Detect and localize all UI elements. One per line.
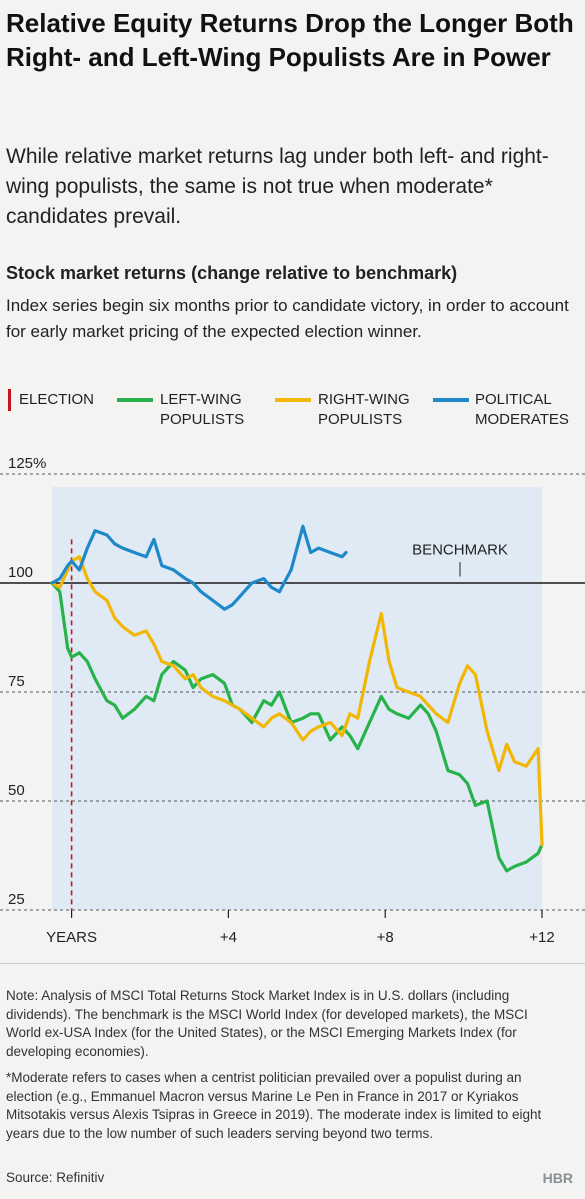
benchmark-label: BENCHMARK — [412, 542, 508, 559]
hbr-logo: HBR — [542, 1170, 573, 1186]
note-text: Note: Analysis of MSCI Total Returns Sto… — [6, 988, 528, 1059]
moderates-series-line — [50, 524, 348, 611]
legend-left-label-2: POPULISTS — [160, 411, 245, 428]
x-tick-label: +12 — [529, 929, 554, 946]
legend-right-label-2: POPULISTS — [318, 411, 403, 428]
source-text: Source: Refinitiv — [6, 1170, 105, 1185]
legend-right-swatch — [275, 398, 311, 402]
page-subtitle: While relative market returns lag under … — [6, 145, 549, 228]
returns-chart: 125% 100 75 50 25 BENCHMARK YEARS +4 +8 +12 — [0, 455, 585, 946]
legend-election-swatch — [8, 389, 11, 411]
legend-election-label: ELECTION — [19, 391, 95, 408]
chart-heading: Stock market returns (change relative to… — [6, 263, 458, 283]
divider — [0, 963, 585, 964]
chart-subheading: Index series begin six months prior to c… — [6, 296, 569, 341]
right-wing-series-line — [50, 555, 544, 847]
plot-area — [52, 487, 542, 910]
y-tick-label: 50 — [8, 782, 25, 799]
page-title: Relative Equity Returns Drop the Longer … — [6, 8, 574, 72]
legend-moderate-swatch — [433, 398, 469, 402]
x-tick-label: +8 — [377, 929, 394, 946]
y-tick-label: 75 — [8, 673, 25, 690]
x-tick-label: +4 — [220, 929, 237, 946]
x-tick-label: YEARS — [46, 929, 97, 946]
y-tick-label: 125% — [8, 455, 46, 472]
legend-moderate-label-1: POLITICAL — [475, 391, 552, 408]
y-tick-label: 100 — [8, 564, 33, 581]
legend-left-label-1: LEFT-WING — [160, 391, 242, 408]
legend-left-swatch — [117, 398, 153, 402]
legend-moderate-label-2: MODERATES — [475, 411, 569, 428]
footnote-text: *Moderate refers to cases when a centris… — [6, 1070, 542, 1141]
y-tick-label: 25 — [8, 891, 25, 908]
legend-right-label-1: RIGHT-WING — [318, 391, 410, 408]
